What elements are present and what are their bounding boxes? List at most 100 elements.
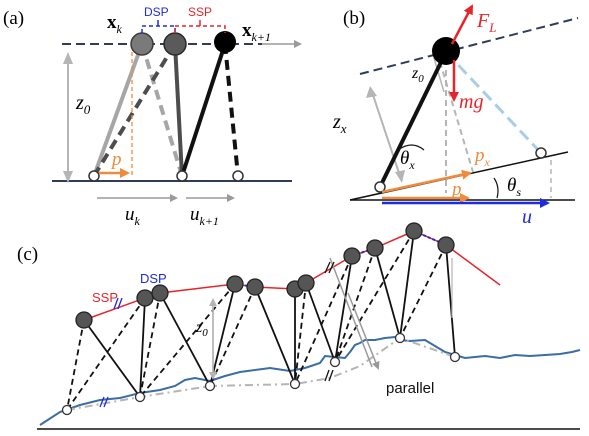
feet-c [61, 332, 461, 416]
hash-ground-2 [103, 396, 109, 408]
masses-c [75, 222, 455, 329]
terrain-profile [39, 335, 581, 426]
leg-c-s8 [334, 255, 353, 363]
leg-c-d5 [209, 286, 256, 387]
leg-c-d6 [294, 282, 307, 385]
x-k-label: xk [107, 12, 123, 36]
leg-dark-solid [173, 43, 184, 177]
leg-c-s5 [254, 286, 296, 385]
dashed-legs [66, 230, 447, 411]
normal-to-slope [439, 61, 474, 173]
leg-c-d4 [139, 283, 236, 398]
leg-c-d10 [399, 244, 447, 339]
mass-c-7 [297, 274, 315, 292]
dsp-label-c: DSP [140, 271, 167, 286]
mass-c-2 [136, 289, 154, 307]
zx-label: zx [332, 111, 347, 136]
swing-leg [444, 50, 543, 155]
px-label: px [473, 145, 491, 169]
foot-c-6 [394, 332, 406, 344]
px-arrow [381, 169, 472, 194]
leg-c-s1 [83, 319, 141, 398]
mass-c-1 [75, 311, 93, 329]
hash-ground-1 [99, 396, 105, 408]
panel-b-tag: (b) [343, 8, 365, 29]
uk1-label: uk+1 [190, 204, 219, 228]
leg-c-s3 [159, 292, 211, 387]
z0-arrow-head-top [63, 52, 73, 64]
foot-a2 [176, 170, 188, 182]
panel-b: (b) zx z0 FL mg θx [332, 4, 579, 228]
leg-c-d2 [66, 297, 146, 411]
parallel-guide-1 [329, 257, 373, 368]
z0-label-b: z0 [411, 65, 424, 85]
parallel-guide-2 [347, 292, 380, 370]
mass-k [130, 32, 154, 56]
zx-arrow-head-top [366, 86, 377, 98]
dsp-label-a: DSP [144, 5, 169, 19]
fl-label: FL [476, 10, 496, 35]
leg-black-solid [180, 43, 227, 177]
leg-c-d8 [334, 247, 376, 363]
foot-a1 [88, 170, 100, 182]
foot-path-line [66, 336, 456, 411]
z0-arrow-head-bottom [63, 171, 73, 183]
leg-c-s9 [374, 247, 401, 339]
leg-light-dashed [140, 43, 184, 177]
leg-c-d3 [139, 292, 161, 398]
ssp-label-a: SSP [188, 5, 212, 19]
u-label: u [522, 206, 532, 228]
mass-c-8 [343, 247, 361, 265]
solid-legs [83, 230, 456, 398]
theta-s-label: θs [507, 175, 521, 199]
mass-c-9 [366, 239, 384, 257]
zx-arrow-head-bottom [395, 170, 405, 183]
p-label-a: p [110, 149, 122, 170]
leg-c-s7 [305, 282, 336, 363]
hash-ssp-2 [117, 297, 123, 310]
theta-s-arc [493, 177, 499, 199]
x-k1-label: xk+1 [242, 20, 271, 44]
parallel-marks-blue [99, 297, 123, 408]
foot-c-7 [449, 351, 461, 363]
leg-c-s4 [209, 283, 236, 387]
swing-foot [535, 147, 547, 159]
leg-c-d9 [334, 230, 415, 363]
panel-c: (c) [17, 222, 581, 430]
mg-label: mg [459, 91, 483, 113]
foot-a3 [232, 170, 244, 182]
leg-c-s11 [445, 244, 456, 358]
parallel-marks-black [324, 261, 335, 382]
p-label-b: p [450, 179, 462, 200]
uk-label: uk [125, 204, 141, 228]
mass-c-3 [151, 284, 169, 302]
lift-force-arrow [450, 4, 474, 45]
z0-label: z0 [75, 92, 91, 117]
ssp-label-c: SSP [92, 290, 118, 305]
stance-leg [378, 51, 448, 188]
leg-dark-dashed [92, 42, 177, 178]
leg-black-dashed [223, 43, 240, 177]
hash-com-2 [328, 261, 335, 274]
mass-mid [163, 32, 187, 56]
theta-x-label: θx [400, 148, 415, 172]
leg-c-s2 [139, 297, 146, 398]
leg-light-solid [92, 43, 144, 177]
panel-a-tag: (a) [3, 8, 24, 29]
parallel-label: parallel [386, 380, 434, 397]
z0-short-line [433, 57, 445, 93]
theta-x-arc [397, 144, 425, 151]
z0-label-c: z0 [195, 319, 208, 339]
mass-c-5 [246, 278, 264, 296]
foot-c-3 [204, 380, 216, 392]
zx-arrow [371, 91, 401, 177]
panel-c-tag: (c) [17, 244, 38, 265]
foot-c-5 [329, 356, 341, 368]
mass-c-4 [226, 275, 244, 293]
foot-c-4 [289, 378, 301, 390]
mass-b [432, 37, 460, 65]
foot-c-1 [61, 404, 73, 416]
stance-foot [374, 181, 386, 193]
dsp-bracket [141, 25, 176, 33]
